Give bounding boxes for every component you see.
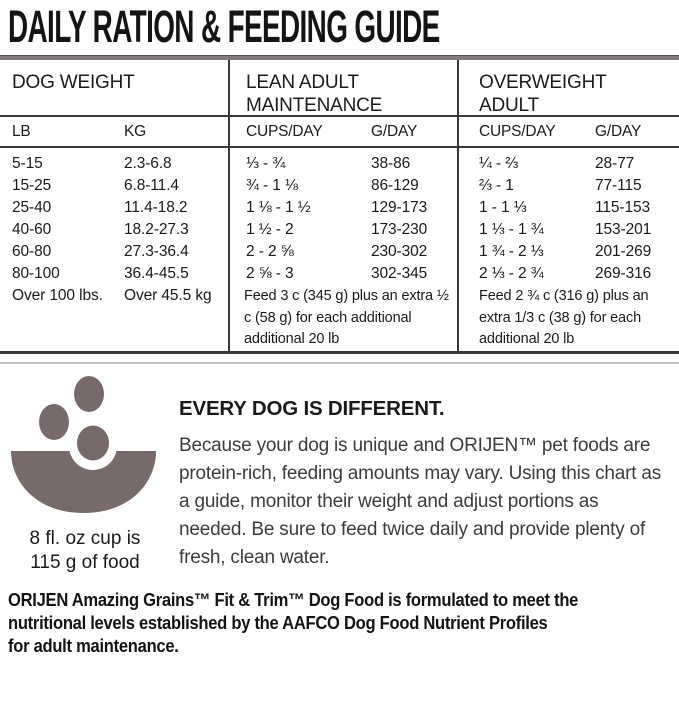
group-header: LEAN ADULT MAINTENANCE (230, 60, 457, 117)
table-cell: 2 ⅝ - 3 (246, 265, 294, 282)
table-cell: ¾ - 1 ⅛ (246, 177, 298, 194)
table-row: 1 ¾ - 2 ⅓ 201-269 (479, 241, 679, 263)
table-row: 80-100 36.4-45.5 (12, 263, 228, 285)
table-cell: 5-15 (12, 155, 43, 172)
table-cell: 28-77 (595, 155, 635, 172)
table-row: 25-40 11.4-18.2 (12, 197, 228, 219)
column-header-cups: CUPS/DAY (246, 122, 323, 140)
group-header: OVERWEIGHT ADULT (459, 60, 679, 117)
table-row: 2 ⅝ - 3 302-345 (246, 263, 457, 285)
table-row: 40-60 18.2-27.3 (12, 219, 228, 241)
table-cell: 230-302 (371, 243, 428, 260)
table-cell: 38-86 (371, 155, 411, 172)
column-header-row: CUPS/DAY G/DAY (230, 117, 457, 148)
table-cell: 36.4-45.5 (124, 265, 189, 282)
table-cell: ⅓ - ¾ (246, 155, 286, 172)
table-row: ⅔ - 1 77-115 (479, 175, 679, 197)
table-cell: 1 ⅓ - 1 ¾ (479, 221, 544, 238)
page-title: DAILY RATION & FEEDING GUIDE (8, 1, 440, 52)
cup-measure-block: 8 fl. oz cup is 115 g of food (0, 370, 170, 575)
table-group-dog-weight: DOG WEIGHT LB KG 5-15 2.3-6.8 15-25 6.8-11… (0, 60, 228, 351)
table-cell: 2.3-6.8 (124, 155, 172, 172)
cup-caption-line1: 8 fl. oz cup is (29, 527, 141, 549)
table-cell: 80-100 (12, 265, 60, 282)
callout-heading: EVERY DOG IS DIFFERENT. (179, 396, 445, 420)
table-row: 15-25 6.8-11.4 (12, 175, 228, 197)
table-shadow-line (0, 361, 679, 364)
info-section: 8 fl. oz cup is 115 g of food EVERY DOG … (0, 370, 679, 575)
table-row: ⅓ - ¾ 38-86 (246, 153, 457, 175)
table-cell: 201-269 (595, 243, 652, 260)
table-rows: 5-15 2.3-6.8 15-25 6.8-11.4 25-40 11.4-18.2… (0, 148, 228, 307)
table-row: 1 ⅛ - 1 ½ 129-173 (246, 197, 457, 219)
cup-caption-line2: 115 g of food (30, 551, 140, 573)
table-cell: Over 45.5 kg (124, 287, 212, 304)
aafco-statement-line1: ORIJEN Amazing Grains™ Fit & Trim™ Dog F… (8, 589, 579, 610)
aafco-statement-line2: nutritional levels established by the AA… (8, 612, 548, 633)
aafco-statement: ORIJEN Amazing Grains™ Fit & Trim™ Dog F… (8, 589, 679, 658)
table-cell: 173-230 (371, 221, 428, 238)
cup-caption: 8 fl. oz cup is 115 g of food (0, 527, 170, 575)
table-row: Over 100 lbs. Over 45.5 kg (12, 285, 228, 307)
table-cell: 1 - 1 ⅓ (479, 199, 527, 216)
column-header-cups: CUPS/DAY (479, 122, 556, 140)
table-cell: 1 ⅛ - 1 ½ (246, 199, 311, 216)
table-cell: 115-153 (595, 199, 651, 216)
table-row: 2 - 2 ⅝ 230-302 (246, 241, 457, 263)
table-cell: 15-25 (12, 177, 52, 194)
table-cell: 18.2-27.3 (124, 221, 189, 238)
table-row: 60-80 27.3-36.4 (12, 241, 228, 263)
column-header-lb: LB (12, 122, 31, 140)
aafco-statement-line3: for adult maintenance. (8, 635, 179, 656)
table-row: 1 ½ - 2 173-230 (246, 219, 457, 241)
table-cell: 27.3-36.4 (124, 243, 189, 260)
table-cell: 269-316 (595, 265, 652, 282)
dog-bowl-icon (11, 375, 156, 513)
column-header-row: CUPS/DAY G/DAY (459, 117, 679, 148)
table-rows: ⅓ - ¾ 38-86 ¾ - 1 ⅛ 86-129 1 ⅛ - 1 ½ 129-17… (230, 148, 457, 285)
column-header-grams: G/DAY (595, 122, 642, 140)
table-row: ¾ - 1 ⅛ 86-129 (246, 175, 457, 197)
table-cell: Over 100 lbs. (12, 287, 103, 304)
title-divider-bar (0, 55, 679, 60)
table-group-overweight-adult: OVERWEIGHT ADULT CUPS/DAY G/DAY ¼ - ⅔ 28-… (457, 60, 679, 351)
table-cell: 25-40 (12, 199, 52, 216)
table-cell: 1 ½ - 2 (246, 221, 294, 238)
table-cell: 86-129 (371, 177, 419, 194)
table-row: 5-15 2.3-6.8 (12, 153, 228, 175)
table-cell: 153-201 (595, 221, 652, 238)
group-header: DOG WEIGHT (0, 60, 228, 117)
table-cell: 77-115 (595, 177, 642, 194)
table-cell: ⅔ - 1 (479, 177, 514, 194)
column-header-row: LB KG (0, 117, 228, 148)
table-cell: 40-60 (12, 221, 52, 238)
table-group-lean-adult: LEAN ADULT MAINTENANCE CUPS/DAY G/DAY ⅓ … (228, 60, 457, 351)
table-cell: 11.4-18.2 (124, 199, 188, 216)
table-cell: 60-80 (12, 243, 52, 260)
table-row: 2 ⅓ - 2 ¾ 269-316 (479, 263, 679, 285)
column-header-grams: G/DAY (371, 122, 418, 140)
table-cell: 2 ⅓ - 2 ¾ (479, 265, 544, 282)
table-row: 1 - 1 ⅓ 115-153 (479, 197, 679, 219)
table-cell: ¼ - ⅔ (479, 155, 519, 172)
feeding-note-lean: Feed 3 c (345 g) plus an extra ½ c (58 g… (244, 288, 449, 347)
table-cell: 1 ¾ - 2 ⅓ (479, 243, 544, 260)
callout-body: Because your dog is unique and ORIJEN™ p… (179, 434, 662, 568)
table-cell: 129-173 (371, 199, 428, 216)
table-rows: ¼ - ⅔ 28-77 ⅔ - 1 77-115 1 - 1 ⅓ 115-153 1 … (459, 148, 679, 285)
table-row: 1 ⅓ - 1 ¾ 153-201 (479, 219, 679, 241)
feeding-table: DOG WEIGHT LB KG 5-15 2.3-6.8 15-25 6.8-11… (0, 60, 679, 354)
every-dog-callout: EVERY DOG IS DIFFERENT. Because your dog… (179, 370, 671, 575)
column-header-kg: KG (124, 122, 146, 140)
feeding-note-overweight: Feed 2 ¾ c (316 g) plus an extra 1/3 c (… (479, 288, 649, 347)
table-cell: 6.8-11.4 (124, 177, 179, 194)
table-cell: 302-345 (371, 265, 428, 282)
table-cell: 2 - 2 ⅝ (246, 243, 294, 260)
table-row: ¼ - ⅔ 28-77 (479, 153, 679, 175)
